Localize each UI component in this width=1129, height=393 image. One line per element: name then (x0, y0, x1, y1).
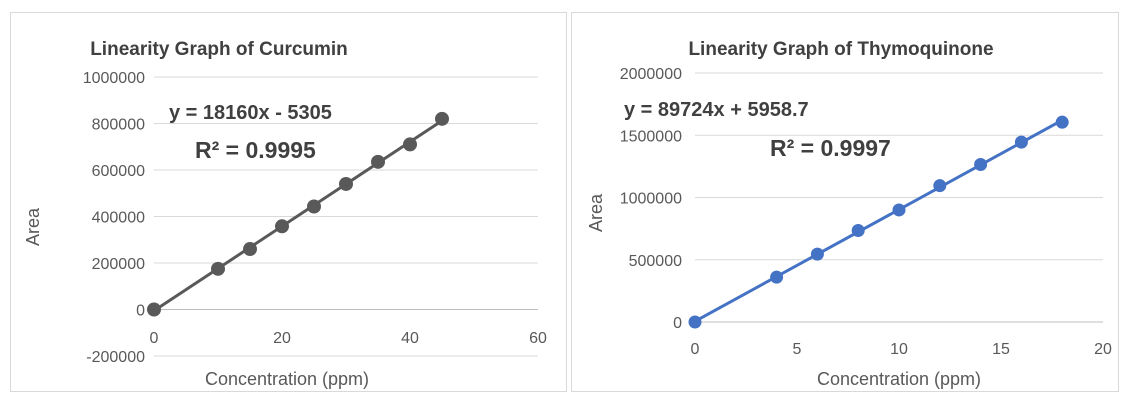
trendline (153, 119, 443, 312)
y-tick-label: 400000 (92, 210, 145, 227)
data-point (810, 247, 824, 261)
chart-title: Linearity Graph of Thymoquinone (688, 39, 993, 60)
x-tick-label: 20 (1094, 341, 1112, 358)
y-axis-label: Area (586, 193, 606, 232)
data-point (275, 219, 289, 234)
x-tick-label: 0 (150, 330, 159, 347)
data-point (1014, 135, 1028, 149)
data-point (243, 242, 257, 257)
trendline-equation: y = 89724x + 5958.7 (624, 99, 809, 121)
y-tick-label: 0 (136, 303, 145, 320)
x-tick-label: 10 (890, 341, 908, 358)
chart-title: Linearity Graph of Curcumin (90, 39, 348, 60)
x-axis-label: Concentration (ppm) (205, 369, 369, 389)
data-point (147, 302, 161, 317)
data-point (892, 203, 906, 217)
chart-panel-thymoquinone: 0 5 10 15 20 0 500000 1000000 1500000 2000000 Li… (571, 12, 1119, 392)
chart-panel-curcumin: 0 20 40 60 -200000 0 200000 400000 600000 800000… (10, 12, 567, 392)
y-tick-label: 1000000 (83, 70, 145, 87)
y-tick-label: 800000 (92, 117, 145, 134)
data-point (403, 137, 417, 152)
data-point (307, 199, 321, 214)
r-squared-label: R² = 0.9997 (770, 135, 891, 161)
y-tick-label: 200000 (92, 256, 145, 273)
y-axis-label: Area (23, 207, 43, 246)
data-point (211, 261, 225, 276)
data-point (1055, 115, 1069, 129)
trendline-equation: y = 18160x - 5305 (169, 102, 332, 124)
data-point (933, 179, 947, 193)
x-tick-label: 60 (529, 330, 547, 347)
data-point (435, 111, 449, 126)
trendline (694, 118, 1063, 323)
y-tick-label: 600000 (92, 163, 145, 180)
x-tick-label: 40 (401, 330, 419, 347)
x-tick-label: 15 (992, 341, 1010, 358)
y-tick-label: 1000000 (620, 191, 682, 208)
thymoquinone-chart: 0 5 10 15 20 0 500000 1000000 1500000 2000000 Li… (586, 39, 1112, 389)
curcumin-chart: 0 20 40 60 -200000 0 200000 400000 600000 800000… (23, 39, 547, 389)
x-axis-label: Concentration (ppm) (817, 369, 981, 389)
y-tick-label: -200000 (86, 349, 145, 366)
y-tick-label: 2000000 (620, 66, 682, 83)
data-point (974, 158, 988, 172)
y-tick-label: 500000 (629, 253, 682, 270)
data-point (770, 270, 784, 284)
y-tick-label: 1500000 (620, 128, 682, 145)
x-tick-label: 5 (793, 341, 802, 358)
data-point (339, 176, 353, 191)
data-point (688, 315, 702, 329)
data-point (851, 223, 865, 237)
r-squared-label: R² = 0.9995 (195, 137, 316, 163)
x-tick-label: 0 (691, 341, 700, 358)
y-tick-label: 0 (673, 315, 682, 332)
x-tick-label: 20 (273, 330, 291, 347)
data-point (371, 154, 385, 169)
